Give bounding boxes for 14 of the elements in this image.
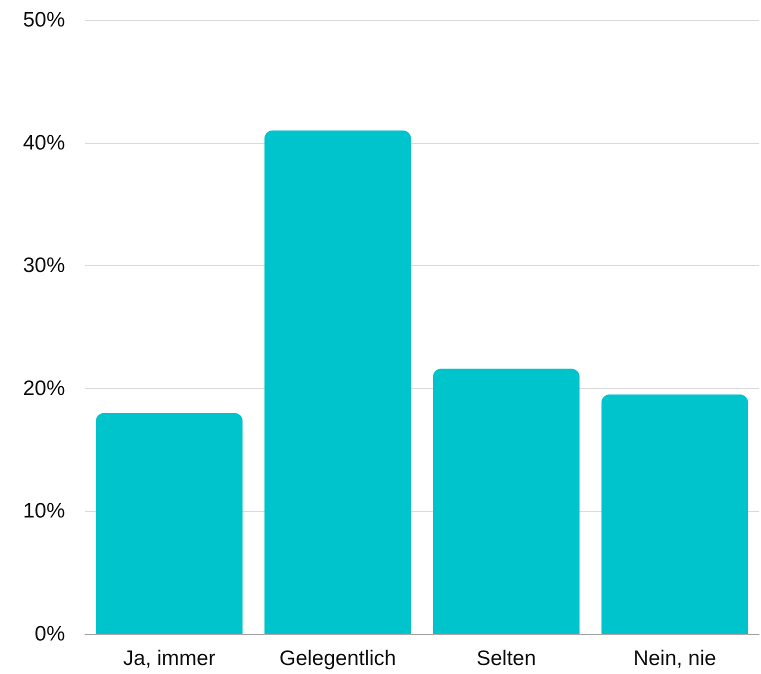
y-tick-label: 50% (22, 8, 65, 32)
y-tick-label: 40% (22, 131, 65, 154)
x-tick-label: Nein, nie (633, 647, 716, 670)
bar (96, 412, 243, 634)
x-tick-label: Ja, immer (123, 647, 216, 670)
bar (432, 368, 580, 634)
x-tick-label: Gelegentlich (279, 647, 396, 670)
y-tick-label: 0% (34, 622, 65, 646)
y-tick-label: 20% (22, 376, 65, 400)
y-tick-label: 30% (22, 254, 65, 278)
bar (264, 130, 412, 634)
y-tick-label: 10% (22, 500, 65, 523)
bar (601, 394, 748, 634)
x-tick-label: Selten (476, 647, 536, 670)
